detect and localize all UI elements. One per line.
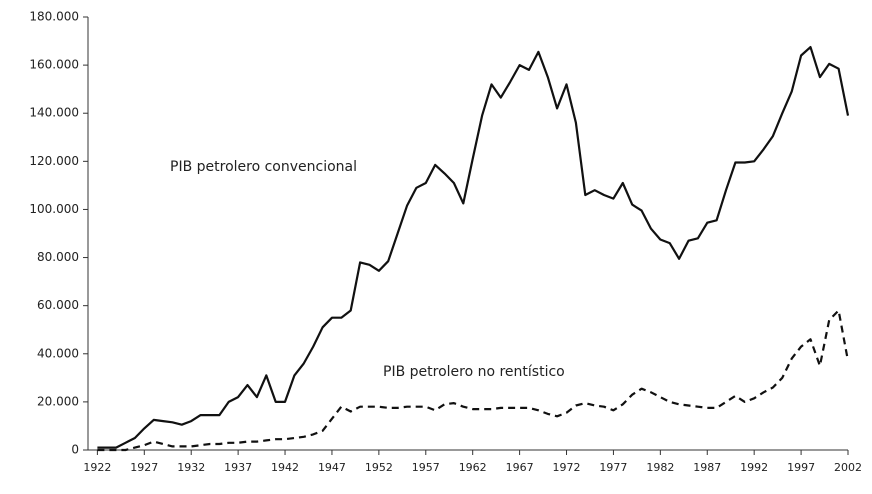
series-line [97,309,850,452]
y-tick-label: 40.000 [37,346,79,360]
x-tick-label: 1972 [553,461,581,474]
y-tick-label: 80.000 [37,250,79,264]
y-tick-label: 160.000 [29,58,79,72]
x-tick-label: 1962 [459,461,487,474]
y-tick-label: 180.000 [29,10,79,24]
x-tick-label: 1952 [365,461,393,474]
x-tick-label: 1992 [740,461,768,474]
x-tick-label: 1932 [177,461,205,474]
annotation: PIB petrolero no rentístico [383,364,565,380]
y-tick-label: 20.000 [37,394,79,408]
x-tick-label: 1947 [318,461,346,474]
annotation: PIB petrolero convencional [170,159,357,175]
x-tick-label: 1957 [412,461,440,474]
y-tick-label: 140.000 [29,106,79,120]
x-tick-label: 1967 [506,461,534,474]
y-tick-label: 120.000 [29,154,79,168]
x-tick-label: 1922 [83,461,111,474]
x-tick-label: 1997 [787,461,815,474]
x-tick-label: 1982 [646,461,674,474]
y-tick-label: 100.000 [29,202,79,216]
x-tick-label: 1987 [693,461,721,474]
series-line [97,46,850,449]
x-tick-label: 1927 [130,461,158,474]
y-tick-label: 60.000 [37,298,79,312]
x-tick-label: 1942 [271,461,299,474]
x-tick-label: 1977 [599,461,627,474]
y-tick-label: 0 [71,443,79,457]
x-tick-label: 2002 [834,461,862,474]
x-tick-label: 1937 [224,461,252,474]
